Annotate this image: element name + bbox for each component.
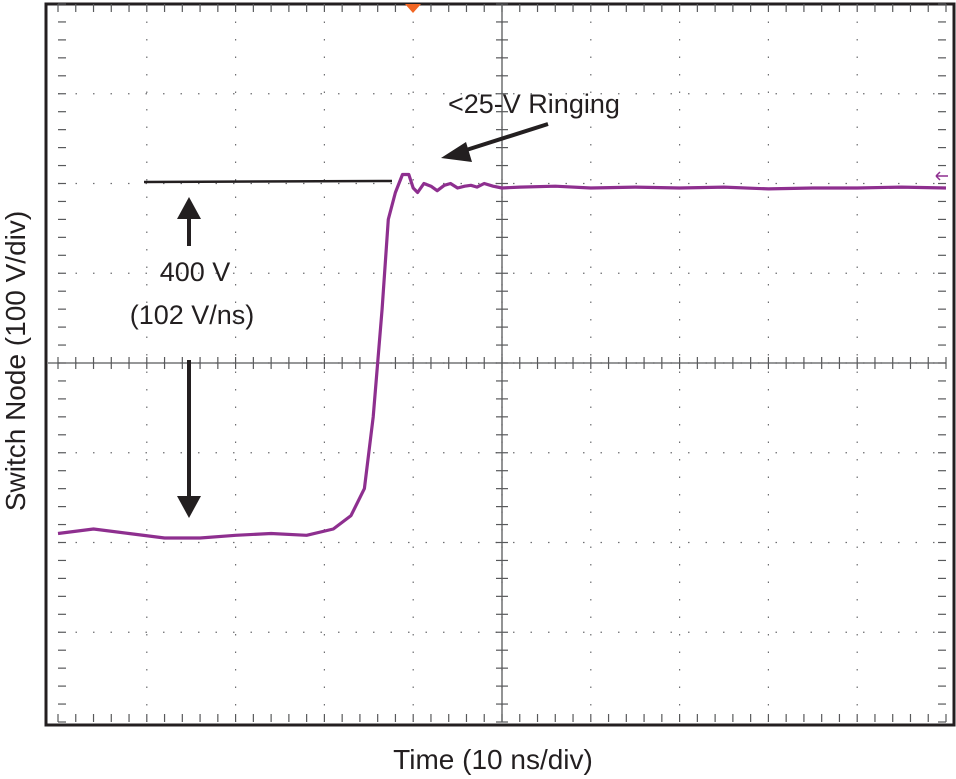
slew-rate-annotation: (102 V/ns): [130, 300, 255, 330]
y-axis-label: Switch Node (100 V/div): [0, 211, 31, 511]
reference-level-line: [143, 179, 393, 184]
plot-frame: [44, 2, 956, 727]
channel-level-marker: [935, 171, 948, 181]
ringing-annotation: <25-V Ringing: [448, 89, 620, 119]
up-arrow: [177, 197, 201, 246]
series-trace: [57, 172, 947, 540]
down-arrow: [177, 360, 201, 518]
amplitude-annotation: 400 V: [160, 257, 231, 287]
x-axis-label: Time (10 ns/div): [393, 744, 593, 775]
center-axes: [48, 3, 947, 723]
trigger-marker: [405, 4, 421, 13]
ringing-arrow: [441, 122, 549, 162]
